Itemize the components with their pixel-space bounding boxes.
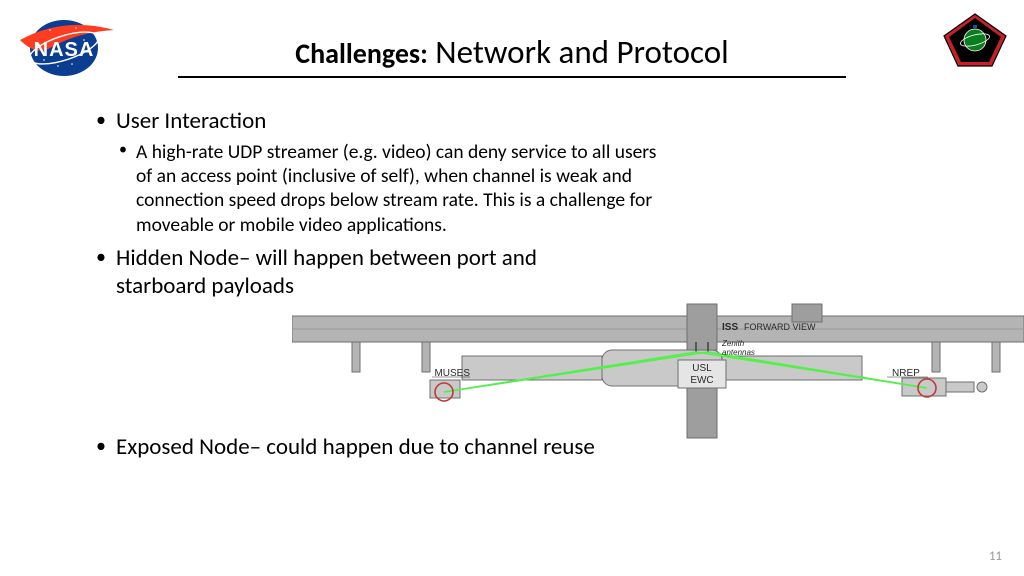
diagram-label-iss: ISS xyxy=(722,322,738,333)
diagram-label-muses: MUSES xyxy=(434,368,470,379)
svg-text:NASA: NASA xyxy=(34,39,95,61)
page-number: 11 xyxy=(989,549,1002,564)
bullet-hidden-node: Hidden Node– will happen between port an… xyxy=(96,245,556,300)
mission-patch-icon xyxy=(940,12,1010,70)
title-prefix: Challenges: xyxy=(295,36,428,71)
title-main: Network and Protocol xyxy=(435,32,728,72)
iss-diagram: USL EWC ISS FORWARD VIEW Zenith antennas… xyxy=(292,298,1024,448)
bullet-1-text: User Interaction xyxy=(116,107,266,135)
diagram-label-zenith1: Zenith xyxy=(721,339,745,348)
bullet-1-sub: A high-rate UDP streamer (e.g. video) ca… xyxy=(116,140,676,238)
diagram-label-forward: FORWARD VIEW xyxy=(744,322,816,332)
diagram-label-zenith2: antennas xyxy=(722,348,755,357)
diagram-label-usl: USL xyxy=(692,363,712,374)
title-underline xyxy=(178,76,846,78)
bullet-user-interaction: User Interaction A high-rate UDP streame… xyxy=(96,108,926,237)
slide-title: Challenges: Network and Protocol xyxy=(178,34,846,78)
diagram-label-ewc: EWC xyxy=(690,375,713,386)
nasa-logo: NASA xyxy=(14,10,114,78)
diagram-label-nrep: NREP xyxy=(892,368,920,379)
